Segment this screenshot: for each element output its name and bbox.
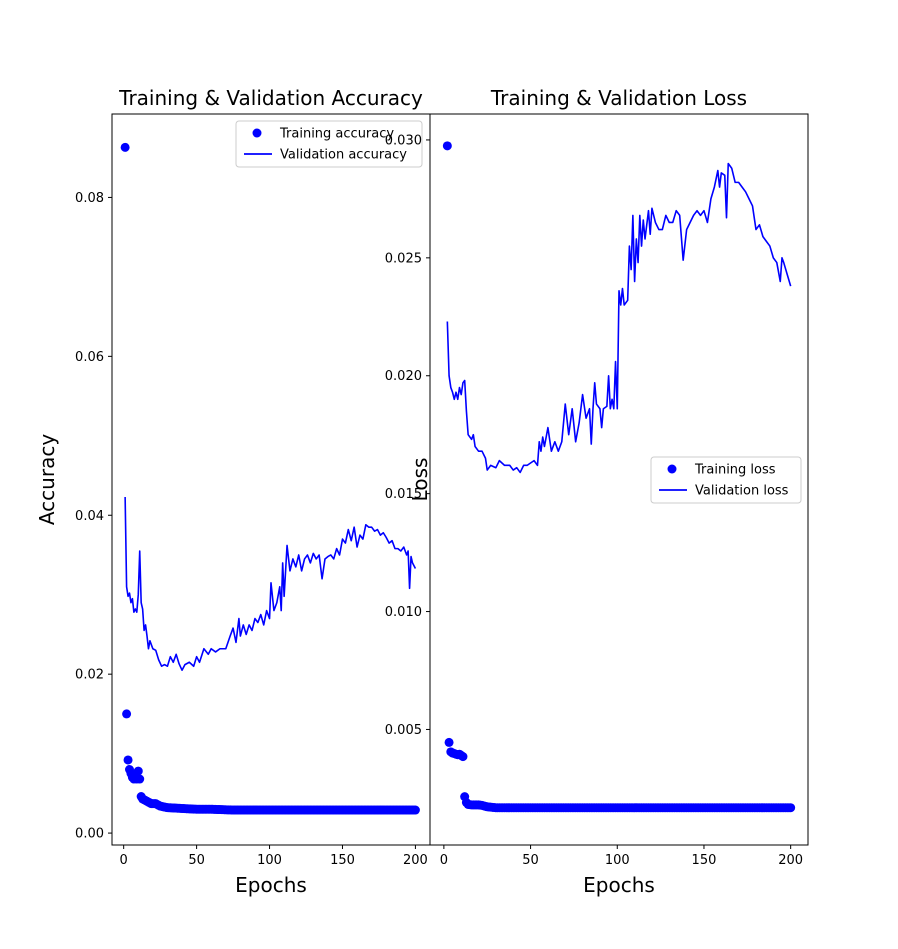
chart-1-ytick-label: 0.020 <box>385 369 422 384</box>
chart-0-ylabel: Accuracy <box>35 434 59 525</box>
chart-0-xtick-label: 50 <box>188 853 205 868</box>
chart-1-xtick-label: 150 <box>692 853 717 868</box>
chart-1-legend-dot-marker <box>667 464 677 474</box>
chart-1-legend-box <box>650 456 802 504</box>
chart-1-training-loss-point <box>442 141 452 151</box>
chart-1-validation-loss-line <box>446 162 792 474</box>
chart-0-xtick-label: 100 <box>257 853 282 868</box>
loss-chart: Training & Validation Loss 0 50 100 150 200 0.… <box>385 86 809 897</box>
chart-0-training-accuracy-point <box>122 709 132 719</box>
chart-0-legend-label: Validation accuracy <box>280 148 407 163</box>
chart-1-ytick-label: 0.025 <box>385 251 422 266</box>
chart-0-validation-accuracy-line <box>124 496 417 671</box>
chart-0-training-accuracy-point <box>409 805 419 815</box>
chart-1-legend-label: Validation loss <box>695 484 789 499</box>
chart-1-series-validation-loss <box>446 162 792 474</box>
chart-1-xlabel: Epochs <box>583 873 655 897</box>
chart-1-ytick-label: 0.030 <box>385 133 422 148</box>
accuracy-chart: Training & Validation Accuracy 0 50 100 150 2… <box>35 86 431 897</box>
chart-0-training-accuracy-point <box>135 774 145 784</box>
chart-0-training-accuracy-point <box>123 755 133 765</box>
chart-0-legend-dot-marker <box>252 128 262 138</box>
chart-0-ytick-label: 0.00 <box>75 827 104 842</box>
chart-0-xtick-label: 0 <box>120 853 128 868</box>
chart-1-legend: Training loss Validation loss <box>650 456 802 504</box>
chart-0-legend-box <box>235 120 423 168</box>
chart-0-xtick-label: 150 <box>330 853 355 868</box>
chart-0-ytick-label: 0.06 <box>75 350 104 365</box>
chart-1-training-loss-point <box>784 803 794 813</box>
chart-1-xtick-label: 0 <box>440 853 448 868</box>
chart-0-series-training-accuracy <box>120 142 420 815</box>
chart-0-legend: Training accuracy Validation accuracy <box>235 120 423 168</box>
chart-1-training-loss-point <box>458 752 468 762</box>
chart-0-title: Training & Validation Accuracy <box>118 86 423 110</box>
chart-1-axes-frame <box>429 113 809 846</box>
chart-1-xtick-label: 50 <box>522 853 539 868</box>
chart-1-ylabel: Loss <box>408 458 432 502</box>
chart-1-xtick-label: 200 <box>778 853 803 868</box>
chart-0-xlabel: Epochs <box>235 873 307 897</box>
chart-1-ytick-label: 0.015 <box>385 487 422 502</box>
chart-0-ytick-label: 0.04 <box>75 509 104 524</box>
chart-1-ytick-label: 0.005 <box>385 723 422 738</box>
chart-1-legend-label: Training loss <box>694 463 776 478</box>
chart-1-title: Training & Validation Loss <box>490 86 747 110</box>
chart-1-ytick-label: 0.010 <box>385 605 422 620</box>
chart-1-series-training-loss <box>442 141 796 813</box>
chart-0-ytick-label: 0.02 <box>75 668 104 683</box>
chart-0-legend-label: Training accuracy <box>279 127 394 142</box>
chart-1-training-loss-point <box>444 737 454 747</box>
chart-0-training-accuracy-point <box>120 142 130 152</box>
chart-0-training-accuracy-point <box>133 766 143 776</box>
chart-1-xtick-label: 100 <box>605 853 630 868</box>
chart-0-xtick-label: 200 <box>403 853 428 868</box>
chart-0-ytick-label: 0.08 <box>75 191 104 206</box>
chart-0-series-validation-accuracy <box>124 496 417 671</box>
